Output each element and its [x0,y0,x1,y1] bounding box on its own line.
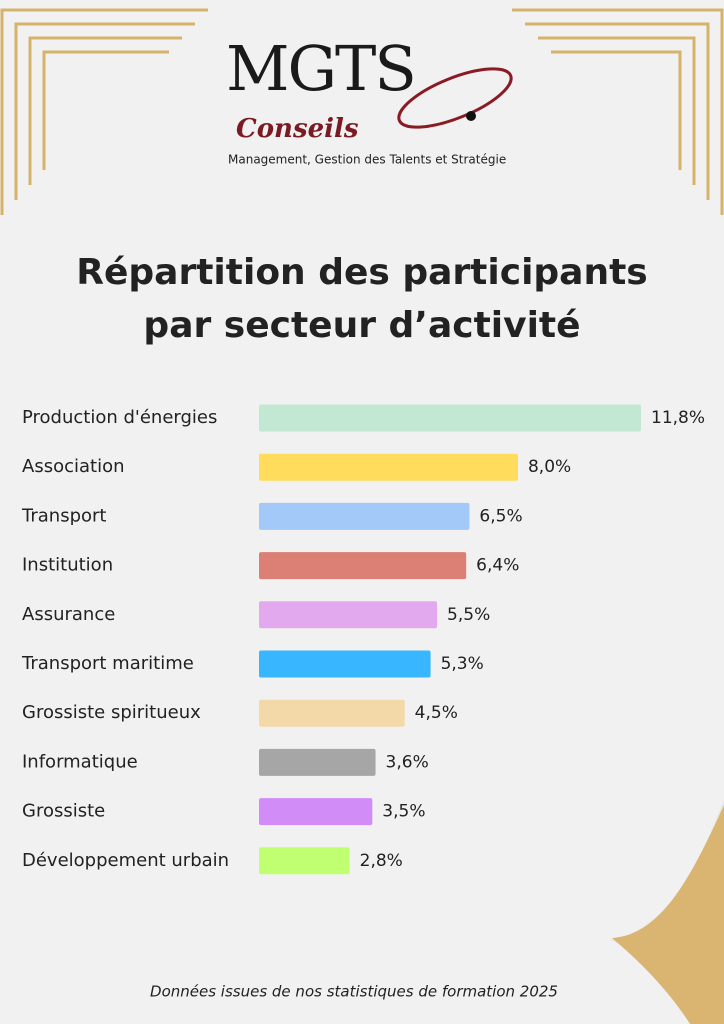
value-label: 4,5% [415,703,458,723]
category-label: Transport maritime [21,653,194,674]
category-label: Transport [21,505,106,526]
gold-frame-right [512,8,724,215]
logo-dot [466,111,476,121]
bar [259,798,373,826]
bar [259,404,641,432]
bar [259,847,350,875]
page-curl [612,805,724,1024]
chart-title: par secteur d’activité [143,305,580,346]
category-label: Développement urbain [22,850,229,871]
bar [259,601,438,629]
bar [259,552,467,580]
category-label: Grossiste [22,801,105,822]
tagline: Management, Gestion des Talents et Strat… [228,153,506,167]
chart-title: Répartition des participants [76,252,647,293]
value-label: 3,6% [386,752,429,772]
gold-frame-left [0,8,208,215]
logo: MGTS Conseils Management, Gestion des Ta… [226,32,513,167]
category-label: Production d'énergies [22,407,217,428]
bar [259,748,376,776]
value-label: 6,5% [479,506,522,526]
logo-orbit [397,67,513,129]
category-label: Institution [22,555,113,576]
value-label: 11,8% [651,408,705,428]
footer: Données issues de nos statistiques de fo… [150,983,558,1001]
value-label: 3,5% [382,802,425,822]
category-label: Association [22,456,125,477]
value-label: 6,4% [476,556,519,576]
bar [259,453,518,481]
value-label: 5,3% [441,654,484,674]
category-label: Informatique [22,751,138,772]
bar [259,650,431,678]
logo-sub: Conseils [236,114,359,144]
bar [259,502,470,530]
category-label: Grossiste spiritueux [22,702,201,723]
bars: Production d'énergies 11,8% Association 8,0… [21,404,705,875]
category-label: Assurance [22,604,115,625]
value-label: 5,5% [447,605,490,625]
value-label: 8,0% [528,457,571,477]
value-label: 2,8% [360,851,403,871]
logo-text: MGTS [226,32,415,105]
bar [259,699,405,727]
